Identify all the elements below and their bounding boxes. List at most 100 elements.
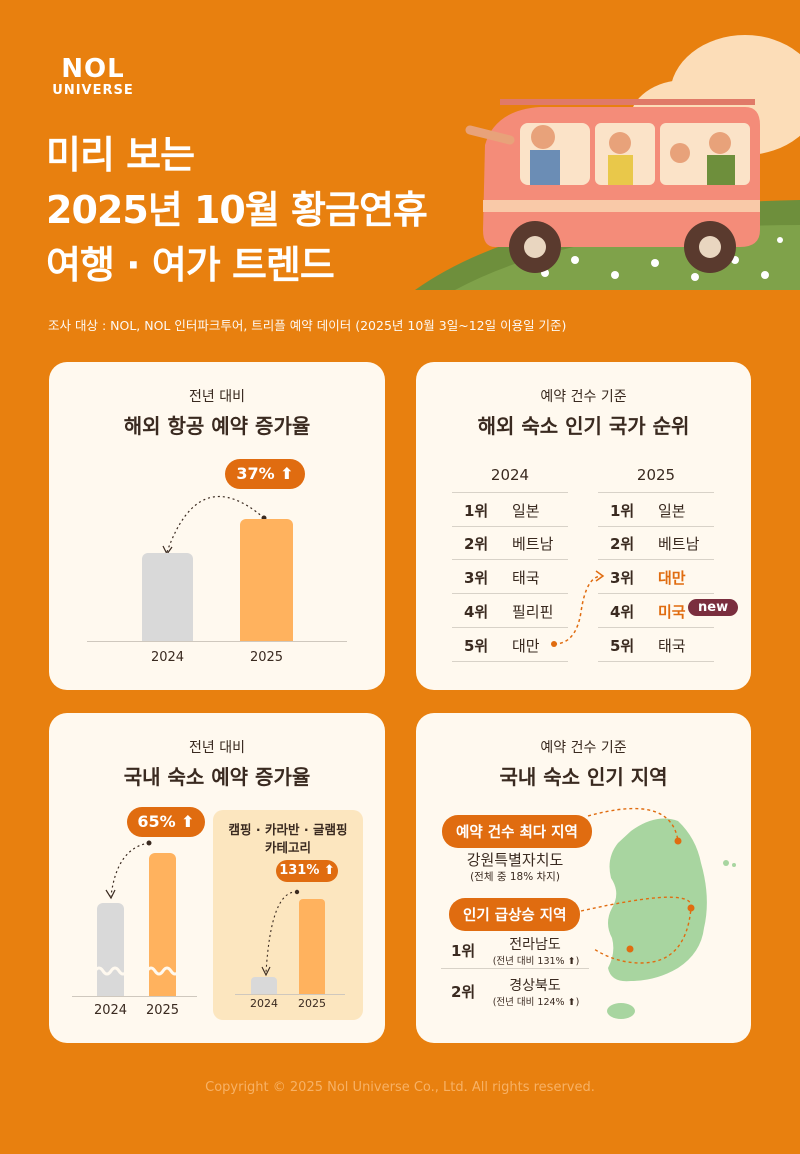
nol-universe-logo: NOL UNIVERSE: [48, 56, 138, 97]
card-domestic-popular-regions: 예약 건수 기준 국내 숙소 인기 지역 예약 건수 최다 지역 강원특별자치도…: [416, 713, 751, 1043]
rising-region-row: 1위 전라남도 (전년 대비 131% ⬆): [441, 930, 589, 969]
rank: 3위: [610, 569, 635, 587]
ranking-row-2025: 3위 대만: [598, 560, 714, 594]
panel-title-line2: 카테고리: [264, 840, 311, 855]
region-note: (전년 대비 131% ⬆): [492, 956, 580, 967]
x-label-2024: 2024: [250, 997, 278, 1010]
rank: 1위: [451, 942, 476, 960]
card2-heading: 해외 숙소 인기 국가 순위: [477, 414, 690, 438]
column-2025: 2025: [636, 466, 676, 484]
x-label-2025: 2025: [298, 997, 326, 1010]
rank: 2위: [451, 983, 476, 1001]
top-region-name: 강원특별자치도: [466, 851, 564, 869]
growth-curve-arrow: [105, 840, 152, 900]
country-highlight: 대만: [658, 569, 686, 587]
rank: 3위: [464, 569, 489, 587]
rank: 5위: [610, 637, 635, 655]
rank: 1위: [464, 502, 489, 520]
growth-badge: 37% ⬆: [225, 459, 305, 489]
up-arrow-icon: ⬆: [181, 812, 195, 831]
bar-2025: [299, 899, 325, 994]
x-label-2025: 2025: [145, 1003, 180, 1018]
card4-heading: 국내 숙소 인기 지역: [499, 765, 668, 789]
x-label-2024: 2024: [150, 650, 185, 665]
ranking-row-2024: 5위 대만: [452, 628, 568, 662]
ranking-row-2025: 1위 일본: [598, 492, 714, 527]
card-overseas-country-ranking: 예약 건수 기준 해외 숙소 인기 국가 순위 2024 2025 1위 일본 2…: [416, 362, 751, 690]
rank-change-arrow: [551, 570, 605, 647]
korea-map-illustration: [580, 807, 736, 1019]
bar-2024: [97, 903, 124, 996]
column-2024: 2024: [490, 466, 530, 484]
country-highlight: 미국: [658, 603, 686, 621]
x-label-2024: 2024: [93, 1003, 128, 1018]
region-note: (전년 대비 124% ⬆): [492, 997, 580, 1008]
ranking-row-2025: 4위 미국: [598, 594, 714, 628]
ranking-row-2024: 4위 필리핀: [452, 594, 568, 628]
title-line2: 2025년 10월 황금연휴: [46, 188, 428, 232]
rising-region-row: 2위 경상북도 (전년 대비 124% ⬆): [441, 971, 589, 1009]
copyright: Copyright © 2025 Nol Universe Co., Ltd. …: [205, 1080, 595, 1095]
country: 필리핀: [512, 603, 554, 621]
title-line3: 여행 · 여가 트렌드: [46, 243, 335, 287]
rank: 1위: [610, 502, 635, 520]
country: 베트남: [512, 535, 554, 553]
axis-break-mark: [93, 966, 181, 976]
rank: 4위: [610, 603, 635, 621]
card-overseas-flight-growth: 전년 대비 해외 항공 예약 증가율 37% ⬆ 2024 2025: [49, 362, 385, 690]
ranking-row-2024: 3위 태국: [452, 560, 568, 594]
logo-line1: NOL: [61, 54, 125, 84]
up-arrow-icon: ⬆: [280, 464, 294, 483]
region-note-text: (전년 대비 131%: [492, 956, 565, 967]
country: 베트남: [658, 535, 700, 553]
country: 대만: [512, 637, 540, 655]
card2-subtitle: 예약 건수 기준: [540, 389, 627, 405]
baseline: [72, 996, 197, 997]
region-note-text: (전년 대비 124%: [492, 997, 565, 1008]
growth-badge-value: 37%: [236, 464, 275, 483]
baseline: [235, 994, 345, 995]
baseline: [87, 641, 347, 642]
ranking-row-2025: 2위 베트남: [598, 526, 714, 560]
rank: 2위: [464, 535, 489, 553]
up-arrow-icon: ⬆: [567, 997, 576, 1008]
rank: 5위: [464, 637, 489, 655]
bar-2025: [240, 519, 293, 641]
growth-badge: 65% ⬆: [127, 807, 205, 837]
title-line1: 미리 보는: [46, 133, 195, 177]
country: 태국: [512, 569, 540, 587]
bar-2024: [142, 553, 193, 641]
panel-title-line1: 캠핑 · 카라반 · 글램핑: [228, 822, 348, 837]
x-label-2025: 2025: [249, 650, 284, 665]
card-domestic-lodging-growth: 전년 대비 국내 숙소 예약 증가율 65% ⬆ 2024 2025 캠핑 · …: [49, 713, 385, 1043]
new-badge: new: [688, 599, 739, 616]
growth-badge-value: 65%: [137, 812, 176, 831]
camping-category-panel: 캠핑 · 카라반 · 글램핑 카테고리 131% ⬆ 2024 2025: [213, 810, 363, 1020]
country: 일본: [658, 502, 686, 520]
rank: 2위: [610, 535, 635, 553]
bar-2024: [251, 977, 277, 994]
ranking-row-2024: 2위 베트남: [452, 526, 568, 560]
up-arrow-icon: ⬆: [323, 863, 335, 878]
card3-heading: 국내 숙소 예약 증가율: [123, 765, 311, 789]
logo-line2: UNIVERSE: [52, 83, 134, 98]
camper-van-illustration: [415, 35, 800, 290]
card1-subtitle: 전년 대비: [189, 389, 245, 405]
card4-subtitle: 예약 건수 기준: [540, 740, 627, 756]
card1-heading: 해외 항공 예약 증가율: [123, 414, 311, 438]
ranking-row-2025: 5위 태국: [598, 628, 714, 662]
growth-curve-arrow: [261, 889, 300, 977]
rank: 4위: [464, 603, 489, 621]
up-arrow-icon: ⬆: [567, 956, 576, 967]
country: 태국: [658, 637, 686, 655]
region-name: 경상북도: [509, 978, 561, 994]
rising-region-pill: 인기 급상승 지역: [449, 898, 581, 931]
survey-note: 조사 대상 : NOL, NOL 인터파크투어, 트리플 예약 데이터 (202…: [48, 318, 567, 333]
growth-badge: 131% ⬆: [276, 860, 338, 882]
top-region-note: (전체 중 18% 차지): [470, 871, 560, 883]
region-name: 전라남도: [509, 937, 561, 953]
country: 일본: [512, 502, 540, 520]
card3-subtitle: 전년 대비: [189, 740, 245, 756]
page-title: 미리 보는 2025년 10월 황금연휴 여행 · 여가 트렌드: [46, 128, 428, 293]
most-booked-region-pill: 예약 건수 최다 지역: [442, 815, 592, 848]
